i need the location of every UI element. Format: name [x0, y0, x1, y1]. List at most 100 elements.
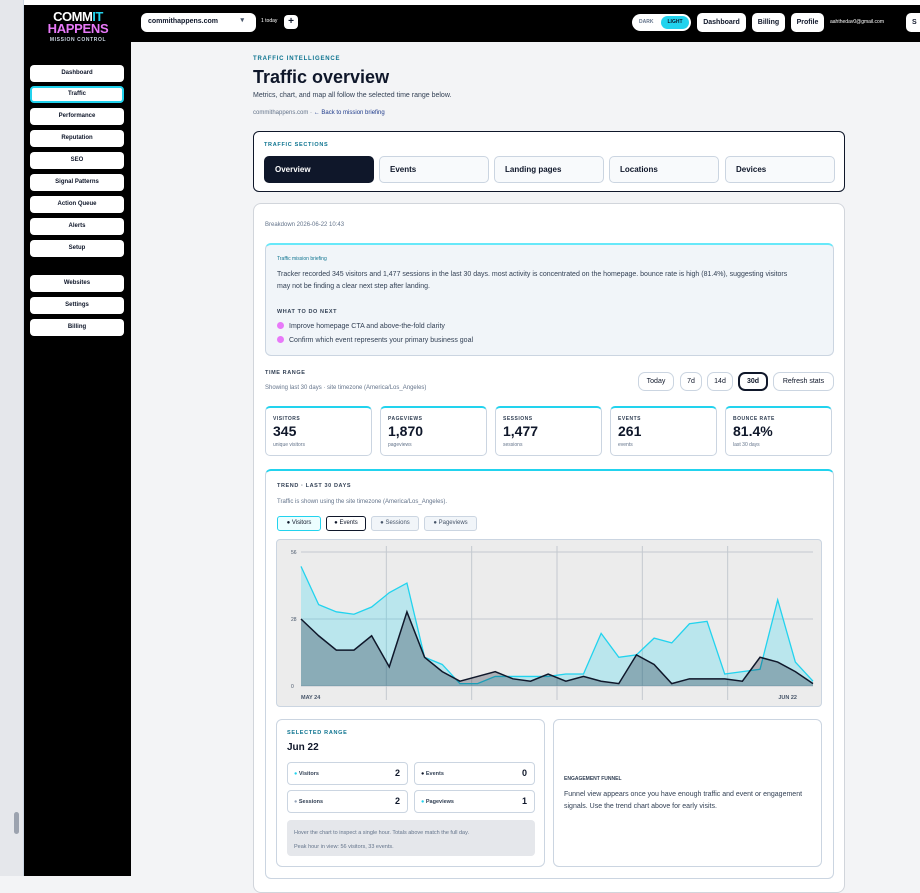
series-toggle-visitors[interactable]: ● Visitors [277, 516, 321, 531]
next-step-label: Improve homepage CTA and above-the-fold … [289, 323, 445, 330]
stat-value: 345 [273, 423, 297, 439]
tab-locations[interactable]: Locations [609, 156, 719, 183]
series-line-events [300, 609, 814, 685]
range-14d-button[interactable]: 14d [707, 372, 733, 391]
scrollbar-thumb[interactable] [14, 812, 19, 834]
selected-date: Jun 22 [287, 742, 319, 753]
bullet-icon [277, 322, 284, 329]
top-strip [24, 0, 920, 5]
selected-metric-visitors: ● Visitors 2 [287, 762, 408, 785]
site-select[interactable]: commithappens.com ▾ [141, 13, 256, 32]
tab-devices[interactable]: Devices [725, 156, 835, 183]
top-dashboard-button[interactable]: Dashboard [697, 13, 746, 32]
stat-value: 1,870 [388, 423, 424, 439]
next-step-label: Confirm which event represents your prim… [289, 337, 474, 344]
tab-events[interactable]: Events [379, 156, 489, 183]
metric-label: ● Pageviews [421, 799, 454, 805]
metric-value: 1 [521, 796, 527, 806]
window-left-edge [0, 0, 24, 876]
stat-sub: pageviews [388, 442, 412, 448]
stat-value: 1,477 [503, 423, 539, 439]
sidebar-item-dashboard[interactable]: Dashboard [30, 65, 124, 82]
page-subtitle: Metrics, chart, and map all follow the s… [253, 92, 452, 99]
briefing-text: Tracker recorded 345 visitors and 1,477 … [277, 271, 788, 290]
selected-metric-pageviews: ● Pageviews 1 [414, 790, 535, 813]
funnel-text: Funnel view appears once you have enough… [564, 791, 803, 810]
sidebar-item-seo[interactable]: SEO [30, 152, 124, 169]
theme-light-option[interactable]: LIGHT [661, 16, 689, 29]
chart-hint: Hover the chart to inspect a single hour… [287, 820, 535, 856]
hint-line: Hover the chart to inspect a single hour… [294, 830, 469, 836]
sidebar-item-setup[interactable]: Setup [30, 240, 124, 257]
breakdown-timestamp: Breakdown 2026-06-22 10:43 [265, 222, 345, 228]
theme-toggle[interactable]: DARK LIGHT [632, 14, 691, 31]
metric-value: 2 [394, 768, 400, 778]
sidebar-item-signal-patterns[interactable]: Signal Patterns [30, 174, 124, 191]
sidebar-item-alerts[interactable]: Alerts [30, 218, 124, 235]
stat-sub: unique visitors [273, 442, 305, 448]
metric-label: ● Visitors [294, 771, 319, 777]
sidebar-item-performance[interactable]: Performance [30, 108, 124, 125]
series-toggle-events[interactable]: ● Events [326, 516, 366, 531]
logo-tagline: MISSION CONTROL [49, 37, 107, 43]
funnel-kicker: ENGAGEMENT FUNNEL [564, 776, 622, 782]
next-steps-kicker: WHAT TO DO NEXT [277, 309, 338, 315]
chevron-down-icon: ▾ [240, 17, 244, 24]
sidebar-item-action-queue[interactable]: Action Queue [30, 196, 124, 213]
trend-kicker: TREND · LAST 30 DAYS [277, 483, 352, 489]
metric-label: ● Events [421, 771, 444, 777]
y-tick-label: 0 [291, 684, 294, 690]
stat-sub: sessions [503, 442, 523, 448]
metric-value: 2 [394, 796, 400, 806]
sidebar-item-reputation[interactable]: Reputation [30, 130, 124, 147]
metric-label: ● Sessions [294, 799, 324, 805]
stat-sub: last 30 days [733, 442, 760, 448]
site-select-value: commithappens.com [148, 18, 219, 25]
stat-value: 261 [618, 423, 642, 439]
series-toggle-sessions[interactable]: ● Sessions [371, 516, 419, 531]
trend-chart-svg[interactable]: 56 28 0 MAY 24 JUN 22 [277, 540, 823, 708]
top-billing-button[interactable]: Billing [752, 13, 785, 32]
signout-button[interactable]: S [906, 13, 920, 32]
sidebar-item-billing[interactable]: Billing [30, 319, 124, 336]
sidebar-item-traffic[interactable]: Traffic [30, 86, 124, 103]
mission-briefing: Traffic mission briefing Tracker recorde… [265, 243, 834, 356]
series-toggle-pageviews[interactable]: ● Pageviews [424, 516, 477, 531]
y-tick-label: 28 [291, 617, 297, 623]
tab-overview[interactable]: Overview [264, 156, 374, 183]
tab-landing-pages[interactable]: Landing pages [494, 156, 604, 183]
selected-range-kicker: SELECTED RANGE [287, 730, 348, 736]
stat-card-events: EVENTS 261 events [610, 406, 717, 456]
refresh-stats-button[interactable]: Refresh stats [773, 372, 834, 391]
time-range-subtitle: Showing last 30 days · site timezone (Am… [265, 385, 427, 391]
add-site-button[interactable]: + [284, 15, 298, 29]
range-7d-button[interactable]: 7d [680, 372, 702, 391]
peak-hour-line: Peak hour in view: 56 visitors, 33 event… [294, 844, 394, 850]
stat-value: 81.4% [733, 423, 773, 439]
brand-logo[interactable]: COMMIT HAPPENS MISSION CONTROL [40, 9, 116, 43]
back-to-briefing-link[interactable]: ← Back to mission briefing [313, 110, 385, 116]
sections-kicker: TRAFFIC SECTIONS [264, 142, 329, 148]
theme-dark-option[interactable]: DARK [639, 19, 654, 25]
stat-label: SESSIONS [503, 416, 533, 422]
y-tick-label: 56 [291, 550, 297, 556]
selected-range-panel: SELECTED RANGE Jun 22 ● Visitors 2 ● Even… [276, 719, 545, 867]
sidebar-item-websites[interactable]: Websites [30, 275, 124, 292]
bullet-icon [277, 336, 284, 343]
stat-sub: events [618, 442, 633, 448]
briefing-kicker: Traffic mission briefing [277, 256, 327, 262]
breadcrumb-site: commithappens.com · [253, 110, 314, 116]
today-count: 1 today [261, 18, 278, 24]
stat-label: BOUNCE RATE [733, 416, 775, 422]
sidebar-item-settings[interactable]: Settings [30, 297, 124, 314]
stat-card-visitors: VISITORS 345 unique visitors [265, 406, 372, 456]
range-30d-button[interactable]: 30d [738, 372, 768, 391]
stat-label: PAGEVIEWS [388, 416, 423, 422]
series-area-events [301, 611, 813, 686]
top-profile-button[interactable]: Profile [791, 13, 824, 32]
logo-text: COMM [53, 9, 93, 24]
stat-card-sessions: SESSIONS 1,477 sessions [495, 406, 602, 456]
trend-chart[interactable]: 56 28 0 MAY 24 JUN 22 [276, 539, 822, 707]
page-kicker: TRAFFIC INTELLIGENCE [253, 56, 341, 62]
range-today-button[interactable]: Today [638, 372, 674, 391]
